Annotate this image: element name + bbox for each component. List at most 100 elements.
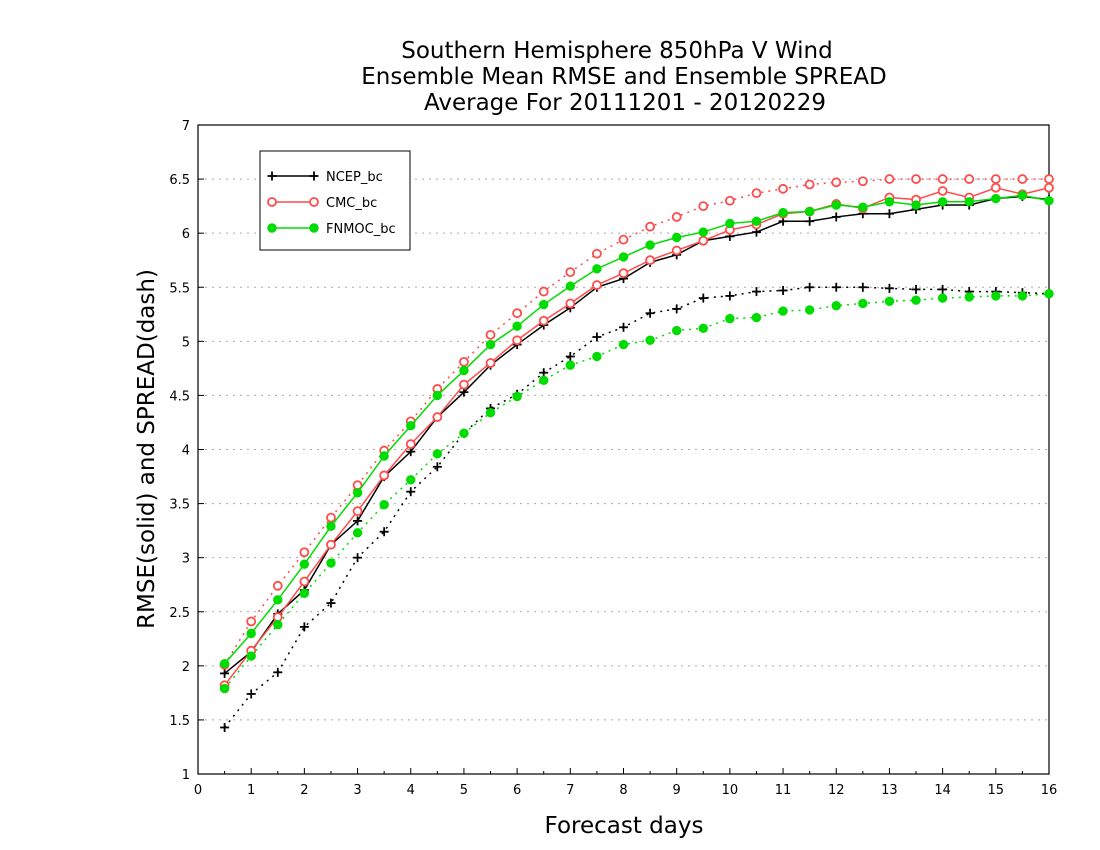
legend-label: CMC_bc (326, 196, 377, 211)
rmse-point (273, 595, 283, 605)
rmse-line (223, 186, 1050, 686)
rmse-point (352, 488, 363, 498)
y-tick-label: 2 (182, 660, 190, 675)
legend-end-point (309, 197, 319, 207)
spread-point (1017, 174, 1028, 184)
spread-point (565, 267, 576, 278)
spread-point (326, 598, 336, 608)
spread-point (592, 332, 602, 342)
y-tick-label: 6 (182, 227, 190, 242)
spread-point (379, 499, 389, 510)
rmse-point (698, 227, 708, 237)
rmse-point (831, 200, 841, 210)
rmse-point (884, 209, 894, 219)
spread-point (592, 351, 602, 362)
spread-point (299, 547, 310, 558)
rmse-point (432, 412, 443, 422)
spread-point (432, 462, 442, 472)
rmse-point (884, 197, 895, 207)
spread-point (512, 308, 523, 319)
rmse-point (937, 197, 948, 207)
spread-point (512, 391, 522, 402)
spread-point (938, 284, 948, 294)
series-layer (219, 174, 1054, 732)
x-tick-label: 4 (407, 783, 415, 798)
spread-point (671, 212, 682, 222)
spread-point (937, 293, 948, 303)
spread-point (778, 285, 788, 295)
rmse-line (224, 194, 1050, 665)
spread-point (911, 284, 921, 294)
spread-point (219, 683, 230, 694)
legend-item-ncep-bc: NCEP_bc (267, 170, 383, 185)
x-tick-label: 15 (988, 783, 1005, 798)
rmse-point (299, 559, 310, 569)
spread-point (990, 174, 1001, 184)
x-axis: 0 1 2 3 4 5 6 7 8 9 10 11 12 13 14 15 16 (194, 768, 1057, 798)
rmse-point (671, 232, 682, 243)
spread-point (592, 248, 602, 259)
spread-point (406, 487, 416, 497)
y-tick-label: 7 (182, 119, 190, 134)
x-tick-label: 5 (460, 783, 468, 798)
x-tick-label: 11 (775, 783, 792, 798)
rmse-point (219, 658, 230, 669)
rmse-point (1044, 182, 1054, 193)
rmse-point (937, 186, 948, 196)
x-tick-label: 0 (194, 783, 202, 798)
x-tick-label: 10 (722, 783, 739, 798)
spread-point (246, 616, 257, 627)
rmse-point (406, 421, 416, 431)
rmse-point (991, 193, 1001, 204)
spread-point (831, 300, 841, 311)
rmse-point (645, 255, 655, 266)
spread-point (619, 322, 628, 332)
legend-start-point (267, 171, 277, 181)
spread-point (485, 329, 496, 340)
rmse-point (352, 506, 363, 517)
spread-point (246, 651, 256, 661)
spread-point (751, 287, 761, 297)
spread-point (698, 293, 708, 303)
spread-point (884, 283, 894, 293)
rmse-point (485, 339, 496, 350)
rmse-point (592, 264, 602, 274)
rmse-point (379, 451, 389, 461)
rmse-point (804, 206, 815, 217)
spread-point (804, 305, 815, 315)
spread-point (1017, 291, 1028, 301)
spread-point (804, 179, 815, 190)
spread-point (539, 375, 549, 385)
spread-point (858, 298, 868, 309)
legend-item-fnmoc-bc: FNMOC_bc (267, 222, 396, 237)
spread-point (698, 323, 708, 334)
legend-end-point (309, 171, 319, 181)
spread-point (645, 335, 655, 345)
rmse-point (990, 182, 1001, 193)
x-tick-label: 2 (300, 783, 308, 798)
rmse-point (272, 612, 283, 623)
spread-point (565, 360, 576, 370)
title-line-3: Average For 20111201 - 20120229 (424, 90, 826, 116)
spread-line (224, 286, 1050, 728)
spread-point (485, 408, 496, 418)
spread-point (459, 428, 469, 438)
rmse-point (831, 212, 841, 222)
x-tick-label: 14 (934, 783, 951, 798)
spread-point (220, 722, 230, 732)
rmse-point (645, 240, 655, 250)
legend-end-point (309, 223, 319, 233)
spread-point (326, 558, 336, 568)
spread-point (831, 177, 842, 188)
rmse-point (512, 321, 522, 331)
rmse-point (485, 358, 496, 368)
y-tick-label: 5.5 (169, 281, 190, 296)
rmse-point (911, 200, 921, 210)
spread-point (751, 312, 762, 323)
x-tick-label: 16 (1041, 783, 1058, 798)
y-tick-label: 3.5 (169, 498, 190, 513)
y-tick-label: 3 (182, 552, 190, 567)
x-tick-label: 9 (673, 783, 681, 798)
spread-point (459, 356, 469, 367)
y-tick-label: 6.5 (169, 173, 190, 188)
